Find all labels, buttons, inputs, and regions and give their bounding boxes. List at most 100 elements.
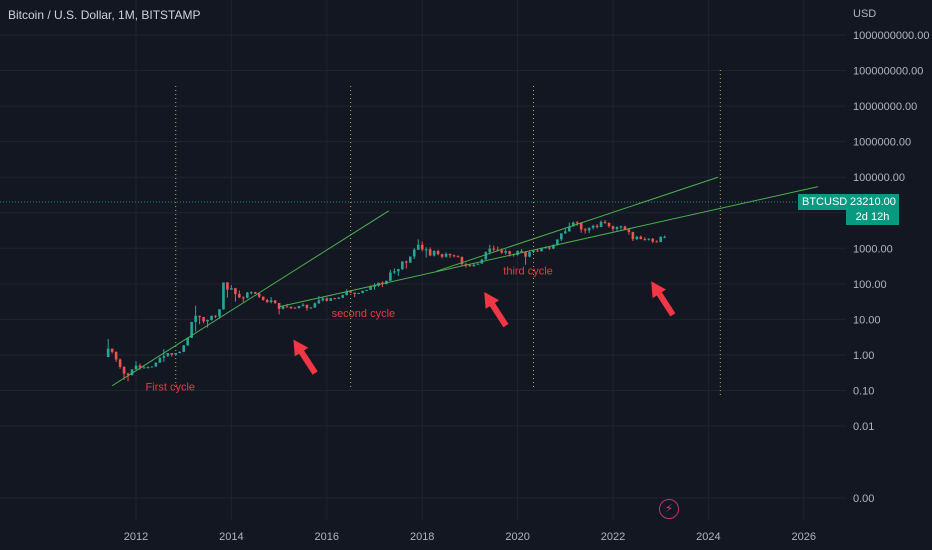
candle-body	[174, 353, 178, 355]
candle-body	[500, 250, 503, 253]
y-tick-label: 0.10	[853, 386, 874, 398]
candle-body	[544, 247, 547, 249]
candle-body	[329, 298, 333, 301]
candle-body	[130, 369, 134, 376]
x-tick-label: 2016	[315, 531, 339, 543]
candle-body	[210, 315, 213, 321]
candle-body	[341, 295, 344, 298]
candle-body	[265, 300, 269, 303]
bar-countdown: 2d 12h	[846, 210, 899, 225]
candle-body	[579, 222, 583, 230]
x-axis[interactable]: 2012 2014 2016 2018 2020 2022 2024 2026	[124, 531, 816, 543]
candle-body	[186, 337, 189, 346]
x-tick-label: 2020	[505, 531, 529, 543]
candle-body	[464, 263, 468, 266]
candle-body	[524, 252, 527, 257]
candle-body	[627, 229, 631, 232]
candle-body	[448, 253, 452, 256]
candle-body	[162, 356, 166, 358]
candle-body	[587, 227, 591, 231]
candle-body	[269, 300, 273, 303]
y-tick-label: 10.00	[853, 314, 881, 326]
candle-body	[635, 236, 639, 240]
candle-body	[305, 304, 309, 309]
candle-body	[639, 236, 643, 240]
candle-body	[317, 300, 321, 304]
candle-body	[285, 306, 289, 308]
candle-body	[281, 306, 285, 309]
candle-body	[560, 233, 563, 240]
candle-body	[142, 367, 146, 369]
candle-body	[532, 250, 535, 253]
x-tick-label: 2026	[792, 531, 816, 543]
candle-body	[548, 247, 551, 249]
candle-body	[230, 288, 233, 290]
candle-body	[536, 250, 539, 252]
halving-markers	[175, 70, 721, 398]
candle-body	[595, 225, 599, 227]
candle-body	[412, 249, 416, 257]
candle-body	[110, 348, 114, 352]
candle-body	[154, 362, 158, 367]
candle-body	[472, 264, 476, 267]
candle-body	[170, 353, 174, 355]
candle-body	[321, 298, 325, 301]
candle-body	[508, 251, 511, 255]
candle-body	[571, 222, 575, 227]
candle-body	[389, 272, 392, 281]
candle-body	[651, 238, 655, 242]
price-tag-symbol: BTCUSD	[802, 196, 848, 208]
y-axis-unit: USD	[853, 8, 876, 20]
candle-body	[158, 357, 162, 363]
candle-body	[420, 244, 424, 250]
arrow-marker	[484, 292, 509, 328]
cycle-label: third cycle	[503, 266, 553, 278]
candle-body	[353, 292, 356, 294]
lightning-icon[interactable]: ⚡	[659, 499, 679, 519]
y-tick-label: 1000000.00	[853, 137, 911, 149]
candle-body	[273, 300, 277, 303]
arrows	[293, 281, 676, 375]
candle-body	[150, 366, 154, 368]
candle-body	[643, 239, 647, 241]
price-tag-value: 23210.00	[850, 196, 896, 208]
arrow-marker	[651, 281, 676, 317]
candle-body	[484, 252, 488, 260]
chart-title: Bitcoin / U.S. Dollar, 1M, BITSTAMP	[8, 8, 201, 22]
trendline	[111, 210, 390, 387]
y-tick-label: 0.00	[853, 493, 874, 505]
arrow-marker	[293, 339, 318, 375]
candle-body	[206, 320, 209, 322]
candle-body	[106, 348, 110, 358]
candle-body	[432, 251, 436, 256]
candle-body	[436, 251, 440, 255]
candle-body	[214, 315, 217, 317]
candle-body	[556, 239, 559, 245]
candle-body	[460, 256, 464, 264]
candle-body	[297, 305, 301, 309]
candle-body	[325, 298, 329, 301]
candle-body	[440, 254, 444, 257]
candle-body	[659, 236, 662, 243]
candle-body	[408, 256, 412, 263]
y-tick-label: 100.00	[853, 279, 887, 291]
y-tick-label: 1000.00	[853, 243, 893, 255]
candle-body	[369, 285, 372, 290]
candle-body	[194, 315, 197, 323]
candle-body	[337, 297, 341, 299]
candle-body	[476, 263, 480, 265]
candle-body	[361, 290, 364, 294]
y-tick-label: 1000000000.00	[853, 30, 929, 42]
candle-body	[583, 229, 587, 231]
candle-body	[357, 293, 360, 295]
candle-body	[246, 292, 249, 298]
x-tick-label: 2012	[124, 531, 148, 543]
candle-body	[313, 303, 317, 308]
candle-body	[405, 261, 408, 263]
candle-body	[182, 345, 185, 352]
last-price-tag[interactable]: BTCUSD 23210.00	[798, 194, 899, 210]
candle-body	[647, 238, 651, 240]
candle-body	[520, 250, 523, 253]
y-axis[interactable]: 1000000000.00 100000000.00 10000000.00 1000…	[853, 30, 929, 505]
